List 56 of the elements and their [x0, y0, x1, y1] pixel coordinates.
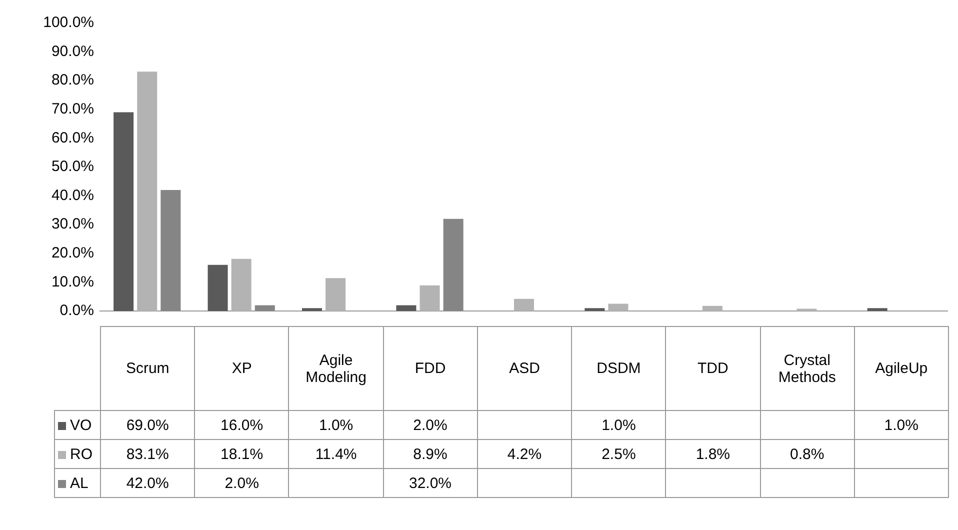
data-label: 32.0% — [383, 468, 478, 498]
bar — [702, 306, 722, 311]
x-tick-label: ASD — [477, 326, 572, 410]
bar — [443, 218, 464, 311]
data-label: 8.9% — [383, 440, 478, 468]
data-label: 2.0% — [383, 410, 478, 440]
y-tick-label: 60.0% — [51, 129, 94, 146]
data-label: 0.8% — [760, 440, 854, 468]
x-tick-label: TDD — [666, 326, 760, 410]
data-label: 11.4% — [288, 440, 384, 468]
y-tick-label: 20.0% — [51, 244, 94, 262]
bar — [514, 298, 534, 311]
legend-label: VO — [54, 410, 100, 440]
data-label: 1.0% — [288, 410, 384, 440]
y-tick-label: 40.0% — [51, 186, 94, 204]
data-label: 1.0% — [854, 410, 948, 440]
y-tick-label: 100.0% — [43, 14, 94, 32]
bar — [420, 285, 440, 311]
y-tick-label: 0.0% — [60, 302, 94, 320]
data-label: 16.0% — [194, 410, 289, 440]
bar — [208, 264, 228, 311]
data-label: 42.0% — [100, 468, 195, 498]
data-label: 18.1% — [194, 440, 289, 468]
legend-label: RO — [54, 440, 100, 468]
data-label: 1.8% — [666, 440, 760, 468]
y-tick-label: 80.0% — [51, 72, 94, 89]
legend-label: AL — [54, 468, 100, 498]
bar — [254, 305, 275, 311]
y-tick-label: 10.0% — [51, 273, 94, 290]
x-tick-label: DSDM — [572, 326, 666, 410]
y-tick-label: 30.0% — [51, 216, 94, 233]
data-label: 83.1% — [100, 440, 195, 468]
x-tick-label: Agile Modeling — [288, 326, 384, 410]
bar — [396, 305, 416, 311]
data-label: 4.2% — [477, 440, 572, 468]
bar — [867, 308, 888, 311]
y-tick-label: 90.0% — [51, 42, 94, 60]
data-label: 69.0% — [100, 410, 195, 440]
data-label: 1.0% — [572, 410, 666, 440]
data-label: 2.5% — [572, 440, 666, 468]
bar — [302, 308, 322, 311]
bar — [160, 190, 181, 311]
x-tick-label: XP — [194, 326, 289, 410]
bar — [608, 304, 628, 311]
bar — [326, 278, 346, 311]
y-tick-label: 70.0% — [51, 100, 94, 118]
x-tick-label: Scrum — [100, 326, 195, 410]
bar — [114, 112, 134, 311]
x-tick-label: Crystal Methods — [760, 326, 854, 410]
x-tick-label: AgileUp — [854, 326, 948, 410]
bar — [137, 72, 158, 311]
y-tick-label: 50.0% — [51, 158, 94, 176]
bar — [231, 258, 252, 311]
data-label: 2.0% — [194, 468, 289, 498]
x-tick-label: FDD — [383, 326, 478, 410]
bar — [584, 308, 605, 311]
